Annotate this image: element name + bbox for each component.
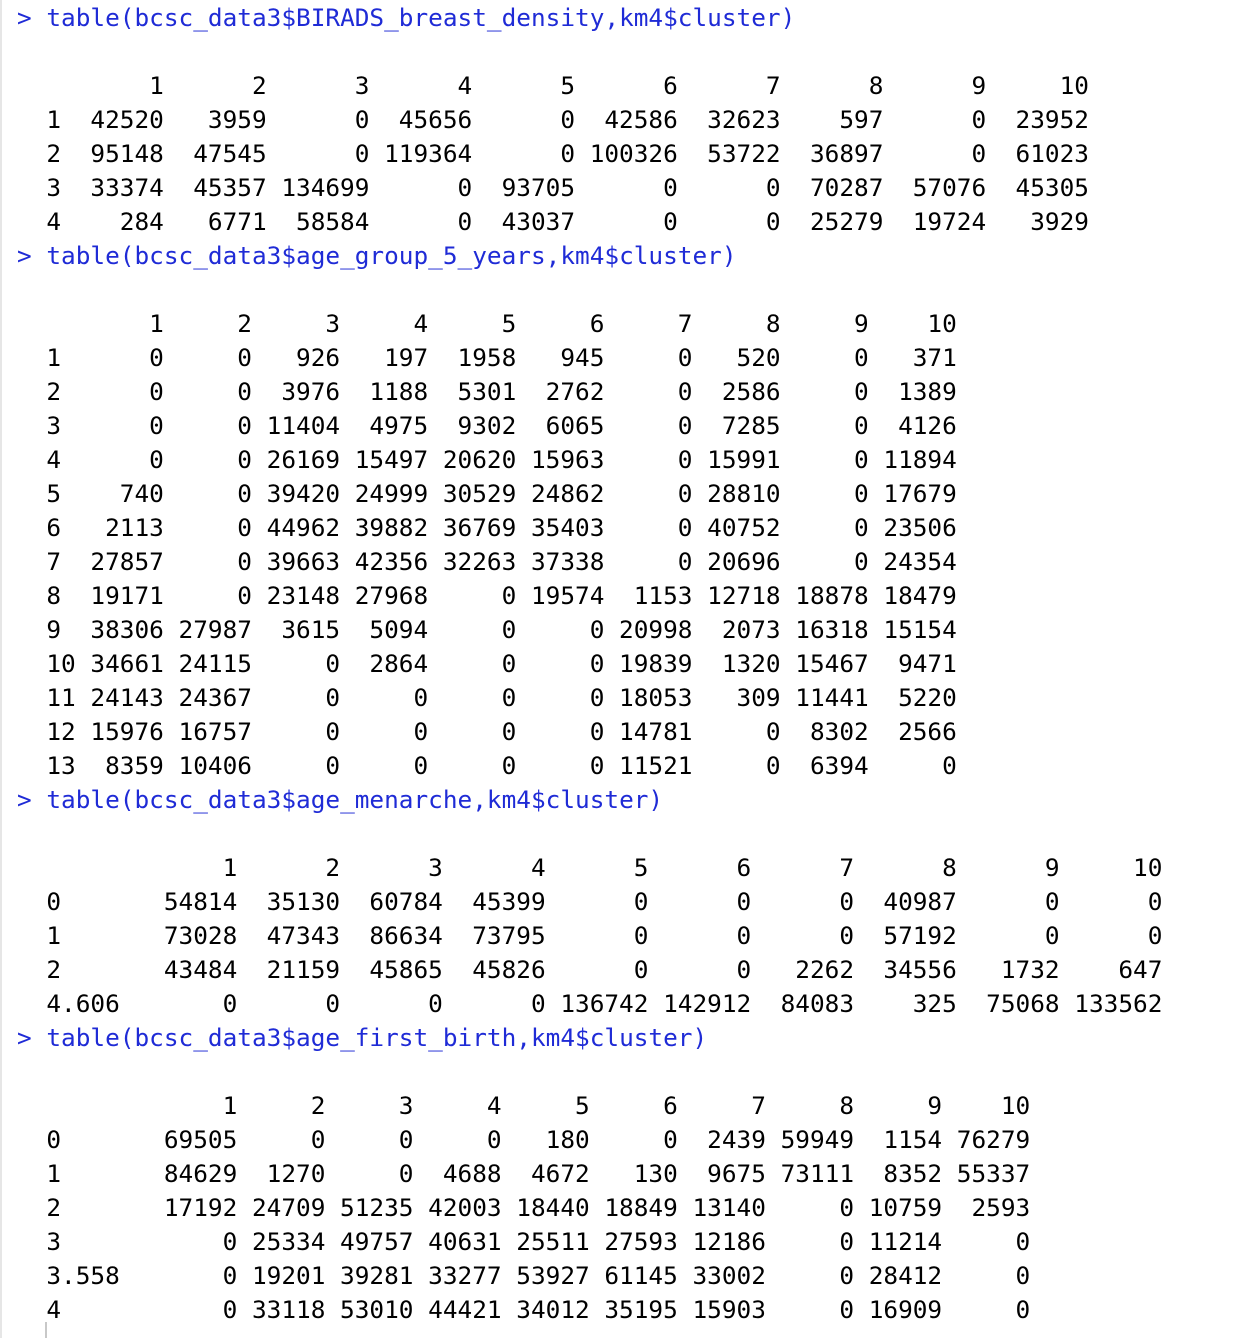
table-row: 4 0 33118 53010 44421 34012 35195 15903 … (17, 1295, 1031, 1324)
prompt-symbol: > (17, 1023, 47, 1052)
command-line: > table(bcsc_data3$BIRADS_breast_density… (17, 1, 1162, 35)
table-header-row: 1 2 3 4 5 6 7 8 9 10 (17, 853, 1163, 882)
table-row: 12 15976 16757 0 0 0 0 14781 0 8302 2566 (17, 717, 957, 746)
table-row: 7 27857 0 39663 42356 32263 37338 0 2069… (17, 547, 957, 576)
table-row: 4 284 6771 58584 0 43037 0 0 25279 19724… (17, 207, 1089, 236)
table-row: 8 19171 0 23148 27968 0 19574 1153 12718… (17, 581, 957, 610)
table-row: 2 17192 24709 51235 42003 18440 18849 13… (17, 1193, 1031, 1222)
table-row: 4.606 0 0 0 0 136742 142912 84083 325 75… (17, 989, 1163, 1018)
table-header-row: 1 2 3 4 5 6 7 8 9 10 (17, 71, 1089, 100)
table-row: 5 740 0 39420 24999 30529 24862 0 28810 … (17, 479, 957, 508)
table-row: 1 73028 47343 86634 73795 0 0 0 57192 0 … (17, 921, 1163, 950)
table-row: 0 54814 35130 60784 45399 0 0 0 40987 0 … (17, 887, 1163, 916)
table-row: 3 0 25334 49757 40631 25511 27593 12186 … (17, 1227, 1031, 1256)
table-row: 3 0 0 11404 4975 9302 6065 0 7285 0 4126 (17, 411, 957, 440)
prompt-symbol: > (17, 785, 47, 814)
table-row: 2 43484 21159 45865 45826 0 0 2262 34556… (17, 955, 1163, 984)
table-row: 11 24143 24367 0 0 0 0 18053 309 11441 5… (17, 683, 957, 712)
table-row: 10 34661 24115 0 2864 0 0 19839 1320 154… (17, 649, 957, 678)
table-header-row: 1 2 3 4 5 6 7 8 9 10 (17, 309, 957, 338)
command-line: > table(bcsc_data3$age_first_birth,km4$c… (17, 1021, 1162, 1055)
prompt-symbol: > (17, 241, 47, 270)
table-row: 0 69505 0 0 0 180 0 2439 59949 1154 7627… (17, 1125, 1031, 1154)
command-text: table(bcsc_data3$age_menarche,km4$cluste… (46, 785, 664, 814)
command-text: table(bcsc_data3$age_group_5_years,km4$c… (46, 241, 737, 270)
table-row: 1 84629 1270 0 4688 4672 130 9675 73111 … (17, 1159, 1031, 1188)
blank-line (17, 817, 1162, 851)
table-row: 1 0 0 926 197 1958 945 0 520 0 371 (17, 343, 957, 372)
prompt-symbol: > (17, 3, 47, 32)
console-output-area: > table(bcsc_data3$BIRADS_breast_density… (17, 1, 1162, 1327)
table-row: 3.558 0 19201 39281 33277 53927 61145 33… (17, 1261, 1031, 1290)
command-line: > table(bcsc_data3$age_group_5_years,km4… (17, 239, 1162, 273)
command-text: table(bcsc_data3$age_first_birth,km4$clu… (46, 1023, 708, 1052)
table-header-row: 1 2 3 4 5 6 7 8 9 10 (17, 1091, 1031, 1120)
table-row: 2 95148 47545 0 119364 0 100326 53722 36… (17, 139, 1089, 168)
blank-line (17, 1055, 1162, 1089)
table-row: 1 42520 3959 0 45656 0 42586 32623 597 0… (17, 105, 1089, 134)
input-caret[interactable] (45, 1322, 47, 1338)
table-row: 9 38306 27987 3615 5094 0 0 20998 2073 1… (17, 615, 957, 644)
blank-line (17, 35, 1162, 69)
table-row: 6 2113 0 44962 39882 36769 35403 0 40752… (17, 513, 957, 542)
command-text: table(bcsc_data3$BIRADS_breast_density,k… (46, 3, 796, 32)
table-row: 13 8359 10406 0 0 0 0 11521 0 6394 0 (17, 751, 957, 780)
command-line: > table(bcsc_data3$age_menarche,km4$clus… (17, 783, 1162, 817)
table-row: 3 33374 45357 134699 0 93705 0 0 70287 5… (17, 173, 1089, 202)
table-row: 4 0 0 26169 15497 20620 15963 0 15991 0 … (17, 445, 957, 474)
blank-line (17, 273, 1162, 307)
table-row: 2 0 0 3976 1188 5301 2762 0 2586 0 1389 (17, 377, 957, 406)
